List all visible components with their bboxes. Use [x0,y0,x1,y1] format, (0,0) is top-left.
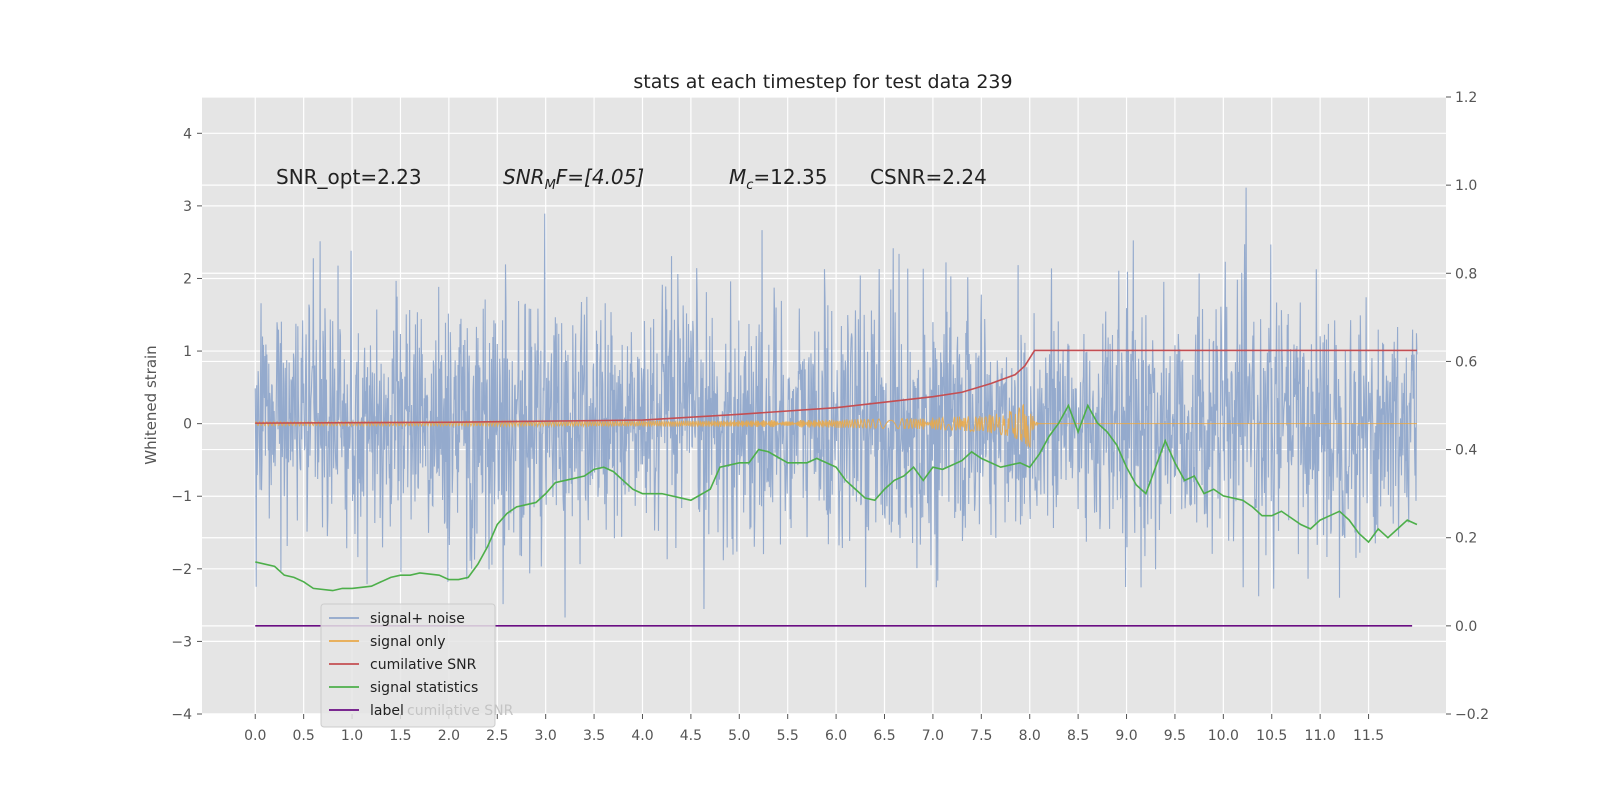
annotation-mc: Mc=12.35 [729,165,827,193]
x-tick-label: 9.5 [1164,728,1186,744]
y-axis-label: Whitened strain [142,345,160,464]
x-tick-label: 10.5 [1256,728,1287,744]
annotation-snr-mf-sub: M [545,178,556,193]
annotation-snr-mf: SNRMF=[4.05] [503,165,644,193]
series-line-cumilative-snr [255,349,1417,424]
legend-label-cumilative-snr: cumilative SNR [370,657,477,673]
x-tick-label: 10.0 [1208,728,1239,744]
annotation-snr-opt: SNR_opt=2.23 [276,165,422,189]
x-tick-label: 8.0 [1019,728,1041,744]
y-tick-label: −1 [171,489,192,505]
x-tick-label: 7.0 [922,728,944,744]
series-line-signal-only [254,404,1417,448]
y2-tick-label: 0.2 [1455,531,1477,547]
legend-label-signal-only: signal only [370,634,445,650]
annotation-csnr: CSNR=2.24 [870,165,987,189]
x-tick-label: 4.0 [631,728,653,744]
legend-label-label: label [370,703,404,719]
x-tick-label: 4.5 [680,728,702,744]
y-tick-label: 3 [183,199,192,215]
x-tick-label: 7.5 [970,728,992,744]
x-tick-label: 11.0 [1305,728,1336,744]
y2-tick-label: 1.0 [1455,178,1477,194]
y2-tick-label: 0.4 [1455,443,1477,459]
legend-label-signal-statistics: signal statistics [370,680,478,696]
legend-ghost-text: cumilative SNR [407,703,514,719]
legend-box [320,603,496,728]
y-tick-label: 4 [183,126,192,142]
legend-label-signal-noise: signal+ noise [370,611,465,627]
y-axis-right: 1.2 1.0 0.8 0.6 0.4 0.2 0.0 −0.2 [1446,90,1489,723]
x-tick-label: 8.5 [1067,728,1089,744]
x-tick-label: 6.5 [873,728,895,744]
x-tick-label: 1.0 [341,728,363,744]
annotation-group: SNR_opt=2.23 SNRMF=[4.05] Mc=12.35 CSNR=… [276,165,987,193]
legend: cumilative SNR signal+ noise signal only cu… [320,603,514,728]
annotation-mc-rest: =12.35 [753,165,827,189]
series-line-signal-statistics [255,403,1418,592]
x-tick-label: 9.0 [1115,728,1137,744]
series-line-signal-noise [254,187,1418,618]
y-tick-label: 2 [183,271,192,287]
annotation-snr-mf-rest: F=[4.05] [556,165,644,189]
y2-tick-label: 0.0 [1455,619,1477,635]
x-tick-label: 1.5 [389,728,411,744]
x-tick-label: 3.5 [583,728,605,744]
y2-tick-label: 0.8 [1455,266,1477,282]
x-tick-label: 3.0 [535,728,557,744]
y-tick-label: −2 [171,562,192,578]
chart-title: stats at each timestep for test data 239 [633,71,1012,93]
x-tick-label: 2.0 [438,728,460,744]
annotation-snr-mf-main: SNR [503,165,545,189]
annotation-mc-main: M [729,165,746,189]
y2-tick-label: 0.6 [1455,354,1477,370]
y2-tick-label: 1.2 [1455,90,1477,106]
y-axis-left: 4 3 2 1 0 −1 −2 −3 −4 [171,126,202,723]
y-tick-label: −3 [171,634,192,650]
x-tick-label: 11.5 [1353,728,1384,744]
y2-tick-label: −0.2 [1455,707,1489,723]
x-tick-label: 5.5 [777,728,799,744]
x-tick-label: 0.5 [293,728,315,744]
x-tick-label: 2.5 [486,728,508,744]
y-tick-label: 1 [183,344,192,360]
x-tick-label: 6.0 [825,728,847,744]
x-tick-label: 0.0 [244,728,266,744]
y-tick-label: −4 [171,707,192,723]
x-tick-label: 5.0 [728,728,750,744]
annotation-mc-sub: c [746,178,753,193]
x-axis: 0.0 0.5 1.0 1.5 2.0 2.5 3.0 3.5 4.0 4.5 5.0 5.5 6.0 6… [244,714,1384,744]
y-tick-label: 0 [183,417,192,433]
